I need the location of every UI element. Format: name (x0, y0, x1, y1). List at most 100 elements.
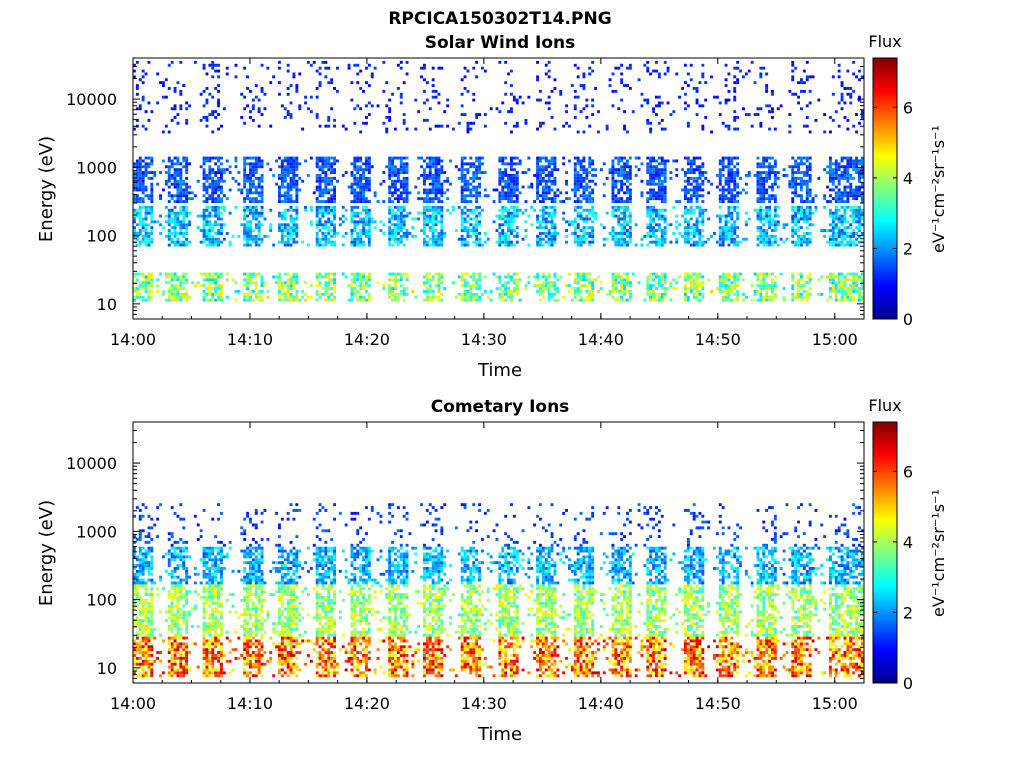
heatmap-cell (141, 217, 145, 221)
heatmap-cell (611, 171, 615, 174)
heatmap-cell (765, 188, 769, 192)
heatmap-cell (399, 220, 403, 224)
heatmap-cell (402, 272, 406, 276)
heatmap-cell (388, 200, 392, 203)
heatmap-cell (475, 298, 479, 302)
heatmap-cell (182, 278, 186, 282)
heatmap-cell (318, 81, 322, 85)
heatmap-cell (657, 284, 661, 288)
heatmap-cell (460, 113, 464, 116)
heatmap-cell (150, 159, 154, 163)
heatmap-cell (512, 176, 516, 180)
heatmap-cell (440, 208, 444, 212)
heatmap-cell (628, 240, 632, 244)
panel-title: Solar Wind Ions (425, 33, 576, 53)
heatmap-cell (617, 223, 621, 227)
heatmap-cell (544, 194, 548, 198)
heatmap-cell (208, 63, 212, 67)
heatmap-cell (660, 168, 664, 172)
heatmap-cell (579, 243, 583, 247)
heatmap-cell (396, 63, 400, 67)
heatmap-cell (756, 107, 760, 111)
heatmap-cell (133, 165, 136, 169)
heatmap-cell (515, 226, 519, 230)
heatmap-cell (460, 295, 464, 299)
heatmap-cell (249, 205, 252, 209)
heatmap-cell (472, 165, 476, 169)
heatmap-cell (481, 66, 484, 70)
heatmap-cell (257, 292, 261, 296)
heatmap-cell (202, 284, 206, 288)
heatmap-cell (576, 240, 580, 244)
heatmap-cell (585, 185, 589, 189)
heatmap-cell (498, 156, 502, 160)
heatmap-cell (150, 194, 154, 198)
heatmap-cell (217, 176, 220, 180)
heatmap-cell (191, 281, 194, 285)
heatmap-cell (283, 159, 287, 163)
heatmap-cell (736, 290, 740, 293)
heatmap-cell (138, 220, 142, 224)
heatmap-cell (399, 240, 403, 244)
heatmap-cell (208, 194, 212, 198)
heatmap-cell (324, 205, 328, 209)
heatmap-cell (472, 162, 476, 166)
heatmap-cell (423, 89, 426, 93)
heatmap-cell (768, 110, 771, 114)
heatmap-cell (269, 208, 273, 212)
heatmap-cell (733, 200, 737, 203)
heatmap-cell (307, 295, 310, 299)
heatmap-cell (646, 165, 650, 169)
heatmap-cell (800, 200, 803, 203)
heatmap-cell (428, 165, 432, 169)
heatmap-cell (249, 176, 252, 180)
heatmap-cell (588, 185, 592, 189)
heatmap-cell (765, 159, 769, 163)
heatmap-cell (185, 229, 189, 232)
heatmap-cell (289, 156, 293, 160)
heatmap-cell (254, 281, 258, 285)
heatmap-cell (394, 287, 397, 290)
heatmap-cell (553, 284, 557, 288)
heatmap-cell (721, 168, 725, 172)
heatmap-cell (501, 179, 505, 183)
heatmap-cell (498, 110, 502, 114)
heatmap-cell (428, 197, 432, 201)
heatmap-cell (170, 118, 174, 122)
heatmap-cell (585, 116, 589, 119)
heatmap-cell (797, 278, 800, 282)
heatmap-cell (573, 95, 577, 99)
heatmap-cell (278, 292, 281, 296)
heatmap-cell (295, 182, 299, 186)
heatmap-cell (399, 237, 403, 241)
heatmap-cell (286, 237, 290, 241)
heatmap-cell (579, 214, 583, 218)
heatmap-cell (721, 159, 725, 163)
heatmap-cell (240, 188, 244, 192)
heatmap-cell (246, 272, 249, 276)
heatmap-cell (498, 237, 502, 241)
heatmap-cell (684, 292, 687, 296)
heatmap-cell (359, 69, 363, 73)
heatmap-cell (727, 214, 731, 218)
heatmap-cell (626, 284, 629, 288)
heatmap-cell (608, 84, 612, 87)
heatmap-cell (304, 159, 307, 163)
heatmap-cell (254, 165, 258, 169)
heatmap-cell (466, 295, 470, 299)
heatmap-cell (286, 284, 290, 288)
heatmap-cell (388, 237, 392, 241)
heatmap-cell (211, 75, 215, 79)
heatmap-cell (220, 232, 223, 235)
heatmap-cell (663, 281, 667, 285)
heatmap-cell (730, 194, 734, 198)
heatmap-cell (434, 89, 438, 93)
heatmap-cell (689, 165, 693, 169)
heatmap-cell (391, 292, 394, 296)
heatmap-cell (217, 214, 220, 218)
heatmap-cell (283, 107, 287, 111)
heatmap-cell (655, 174, 658, 177)
heatmap-cell (289, 217, 293, 221)
heatmap-cell (469, 165, 473, 169)
heatmap-cell (608, 168, 612, 172)
